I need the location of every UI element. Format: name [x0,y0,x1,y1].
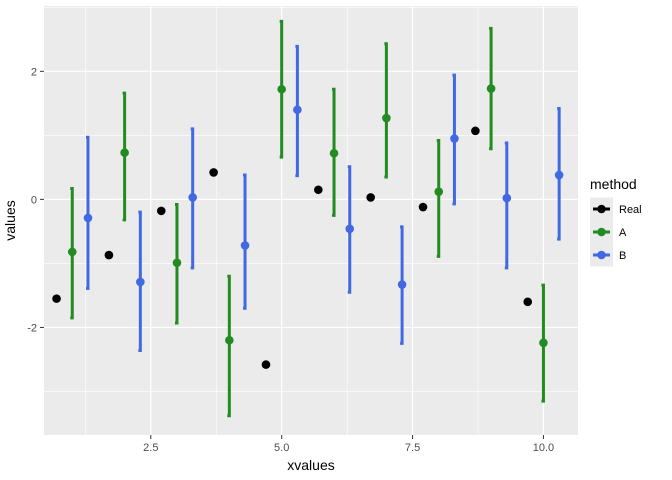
point-b [450,134,459,143]
point-a [277,84,286,94]
point-a [329,148,339,158]
legend-point-real [597,204,606,214]
point-b [345,224,355,234]
legend: method Real AB [590,176,642,267]
point-real [52,294,61,303]
point-a [434,187,444,196]
point-real [314,185,323,195]
legend-label-real: Real [619,204,642,216]
point-a [120,148,129,157]
legend-point-a [597,227,606,237]
point-real [156,206,166,216]
point-real [523,297,533,307]
point-b [188,193,197,202]
point-b [554,170,564,180]
point-b [293,105,302,115]
legend-point-b [597,250,606,260]
error-bar-a [227,274,231,418]
point-a [539,338,548,348]
x-tick-label: 5.0 [274,442,289,454]
y-tick-label: 2 [31,66,37,78]
error-bar-a [384,42,388,179]
y-axis-title: values [2,200,18,240]
y-tick-label: -2 [27,322,37,334]
error-bar-a [436,138,441,258]
point-a [67,247,77,257]
x-tick-label: 7.5 [405,442,420,454]
point-real [261,360,271,369]
axis-ticks: 2.5 5.0 7.5 10.0 -2 0 2 [27,66,554,454]
x-tick-label: 2.5 [143,442,158,454]
point-b [83,213,93,223]
point-real [209,168,218,177]
point-a [172,258,182,268]
point-b [502,193,512,203]
legend-label-a: A [619,227,627,239]
point-real [418,202,428,212]
point-real [471,126,480,136]
point-b [240,241,250,250]
y-tick-label: 0 [31,194,37,206]
point-a [382,113,391,123]
error-bar-b [504,141,509,270]
point-real [366,193,375,202]
point-b [397,280,407,289]
legend-title: method [590,176,637,192]
data-marks [52,19,564,418]
minor-gridlines [44,6,578,435]
plot-panel [44,6,578,435]
x-axis-title: xvalues [287,457,334,473]
point-real [104,250,114,260]
point-b [136,277,145,287]
error-bar-b [85,135,90,290]
point-a [225,335,234,345]
point-a [486,84,496,93]
legend-label-b: B [619,250,626,262]
x-tick-label: 10.0 [533,442,554,454]
